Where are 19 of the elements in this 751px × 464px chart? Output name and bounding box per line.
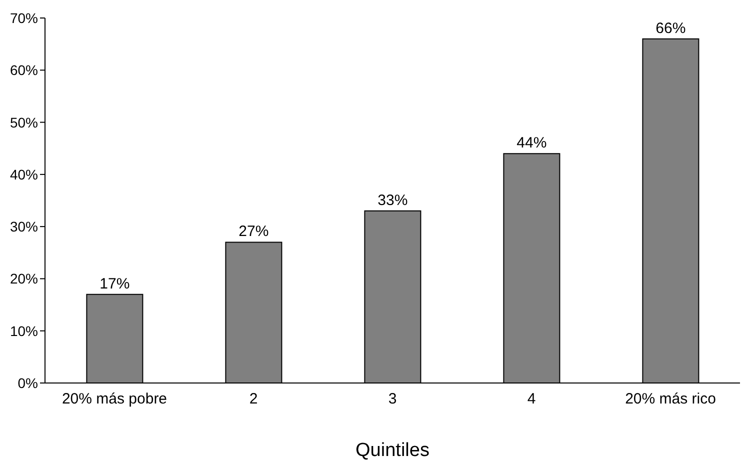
y-tick-label: 30% [10,218,38,235]
y-tick-label: 20% [10,270,38,287]
data-label: 17% [100,275,130,292]
x-tick-label: 3 [388,390,397,408]
y-tick-label: 60% [10,62,38,78]
y-tick-label: 40% [10,166,38,182]
data-label: 27% [238,223,269,240]
y-tick-label: 70% [10,10,38,26]
x-tick-label: 20% más pobre [62,390,168,408]
y-tick-label: 10% [10,322,38,339]
x-tick-label: 20% más rico [625,390,716,408]
data-label: 66% [656,20,686,37]
data-label: 33% [378,192,408,209]
x-tick-label: 4 [527,390,536,408]
data-label: 44% [516,134,547,152]
x-tick-label: 2 [249,390,258,408]
y-tick-label: 50% [10,114,38,130]
x-axis-title: Quintiles [356,440,430,461]
y-tick-label: 0% [18,374,38,391]
